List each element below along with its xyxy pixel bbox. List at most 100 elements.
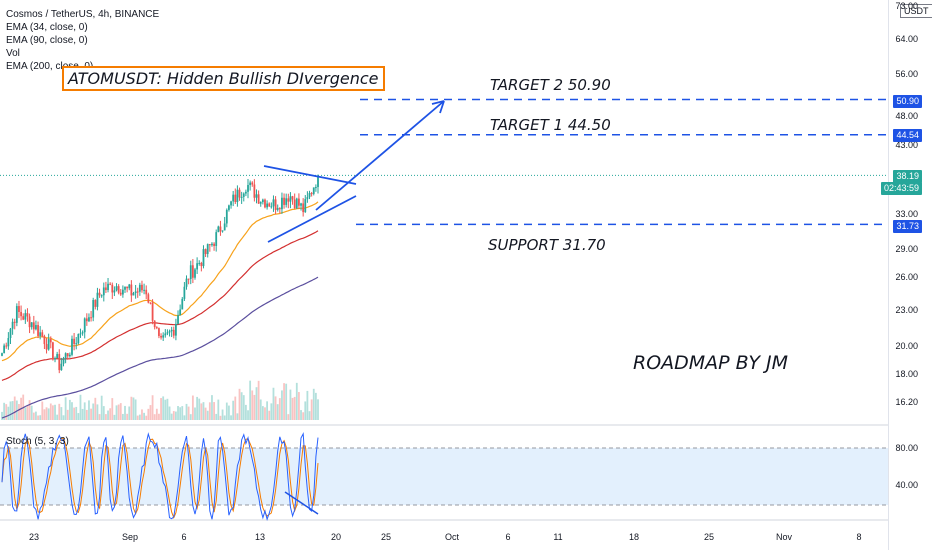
volume-bar — [259, 399, 262, 420]
candle-body — [75, 343, 78, 345]
quote-currency-badge[interactable]: USDT — [900, 4, 932, 18]
volume-bar — [170, 413, 173, 420]
volume-bar — [39, 415, 42, 420]
target-1-label[interactable]: TARGET 1 44.50 — [490, 116, 611, 134]
volume-bar — [75, 406, 78, 420]
candle-body — [244, 191, 247, 194]
support-label[interactable]: SUPPORT 31.70 — [488, 236, 606, 254]
price-tick: 48.00 — [895, 111, 918, 121]
roadmap-label[interactable]: ROADMAP BY JM — [633, 352, 789, 374]
chart-title-annotation[interactable]: ATOMUSDT: Hidden Bullish DIvergence — [62, 66, 385, 91]
candle-body — [183, 286, 186, 299]
candle-body — [295, 198, 298, 209]
candle-body — [266, 203, 269, 208]
candle-body — [47, 339, 50, 350]
volume-bar — [149, 405, 152, 420]
triangle-upper-line — [263, 165, 357, 185]
volume-bar — [138, 414, 141, 420]
candle-body — [213, 243, 215, 246]
volume-bar — [238, 388, 241, 420]
volume-bar — [308, 411, 311, 420]
volume-bar — [117, 404, 120, 420]
candle-body — [175, 323, 177, 336]
candle-body — [121, 289, 124, 295]
candle-body — [189, 265, 192, 280]
volume-bar — [134, 399, 137, 420]
candle-body — [236, 189, 239, 202]
volume-bar — [92, 403, 95, 420]
volume-bar — [232, 400, 235, 420]
volume-bar — [47, 408, 50, 420]
volume-bar — [304, 401, 307, 420]
volume-bar — [247, 410, 249, 420]
candle-body — [62, 358, 65, 364]
volume-bar — [90, 408, 92, 420]
volume-bar — [217, 399, 220, 420]
volume-bar — [270, 403, 273, 420]
volume-bar — [274, 396, 277, 420]
candle-body — [147, 294, 150, 303]
candle-body — [304, 199, 307, 213]
volume-bar — [281, 390, 283, 420]
volume-bar — [283, 383, 285, 420]
candle-body — [272, 199, 275, 207]
price-tick-top: 73.00 — [895, 1, 918, 11]
volume-bar — [28, 400, 31, 420]
target-1-price-badge: 44.54 — [893, 129, 922, 142]
candle-body — [83, 318, 86, 333]
volume-bar — [45, 407, 48, 420]
candle-body — [124, 286, 126, 290]
volume-bar — [143, 412, 145, 420]
target-2-label[interactable]: TARGET 2 50.90 — [490, 76, 611, 94]
volume-bar — [306, 390, 309, 420]
volume-bar — [71, 402, 73, 420]
candle-body — [98, 292, 101, 296]
candle-body — [132, 293, 135, 296]
time-tick: 25 — [380, 532, 392, 542]
candle-body — [51, 342, 54, 360]
volume-bar — [160, 398, 162, 420]
candle-body — [20, 311, 22, 317]
candle-body — [276, 207, 279, 210]
legend-ema-34[interactable]: EMA (34, close, 0) — [6, 22, 88, 33]
candle-body — [90, 317, 92, 319]
volume-bar — [255, 387, 258, 420]
candle-body — [308, 193, 311, 198]
stoch-tick: 40.00 — [895, 480, 918, 490]
candle-body — [107, 283, 109, 291]
stoch-legend[interactable]: Stoch (5, 3, 3) — [6, 436, 69, 447]
volume-bar — [153, 414, 156, 420]
price-axis[interactable] — [888, 0, 932, 550]
volume-bar — [261, 406, 264, 420]
candle-body — [100, 295, 103, 297]
candle-body — [194, 269, 196, 278]
legend-ema-90[interactable]: EMA (90, close, 0) — [6, 35, 88, 46]
arrow-head — [431, 100, 445, 114]
candle-body — [115, 286, 118, 291]
candle-body — [94, 300, 97, 307]
candle-body — [35, 325, 37, 330]
volume-bar — [236, 413, 239, 420]
candle-body — [79, 333, 82, 335]
legend-ema-200[interactable]: EMA (200, close, 0) — [6, 61, 94, 72]
candle-body — [230, 201, 232, 206]
volume-bar — [100, 395, 103, 420]
price-tick: 26.00 — [895, 272, 918, 282]
volume-bar — [43, 409, 46, 420]
candle-body — [223, 223, 226, 231]
candle-body — [221, 230, 224, 232]
volume-bar — [225, 402, 228, 420]
legend-symbol[interactable]: Cosmos / TetherUS, 4h, BINANCE — [6, 9, 160, 20]
candle-body — [96, 292, 99, 307]
volume-bar — [194, 407, 196, 420]
divergence-line — [284, 491, 319, 515]
candle-body — [168, 331, 171, 333]
volume-bar — [272, 387, 275, 420]
volume-bar — [49, 403, 52, 420]
price-tick: 64.00 — [895, 34, 918, 44]
price-tick: 23.00 — [895, 305, 918, 315]
legend-volume[interactable]: Vol — [6, 48, 20, 59]
time-tick: 25 — [703, 532, 715, 542]
candle-body — [255, 194, 258, 198]
